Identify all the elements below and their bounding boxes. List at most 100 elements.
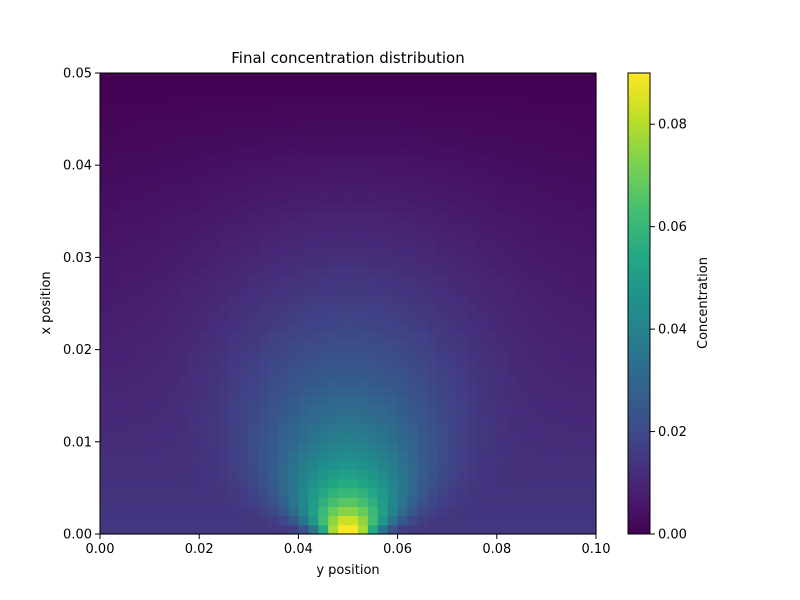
heatmap-cell bbox=[387, 478, 399, 489]
heatmap-cell bbox=[238, 506, 250, 517]
plot-frame bbox=[99, 72, 597, 535]
heatmap-cell bbox=[348, 165, 359, 176]
heatmap-cell bbox=[516, 515, 528, 526]
heatmap-cell bbox=[169, 395, 180, 406]
heatmap-cell bbox=[288, 155, 299, 166]
heatmap-cell bbox=[586, 82, 597, 93]
heatmap-cell bbox=[486, 423, 498, 434]
heatmap-cell bbox=[536, 441, 547, 452]
heatmap-cell bbox=[199, 478, 210, 489]
heatmap-cell bbox=[526, 100, 538, 111]
heatmap-cell bbox=[100, 174, 111, 185]
heatmap-cell bbox=[417, 478, 428, 489]
heatmap-cell bbox=[209, 257, 220, 268]
heatmap-cell bbox=[377, 487, 389, 498]
heatmap-cell bbox=[129, 303, 141, 314]
heatmap-cell bbox=[586, 497, 597, 507]
heatmap-cell bbox=[367, 303, 379, 314]
heatmap-cell bbox=[308, 155, 319, 166]
heatmap-cell bbox=[437, 109, 448, 120]
heatmap-cell bbox=[427, 229, 438, 240]
heatmap-cell bbox=[100, 377, 111, 388]
heatmap-cell bbox=[476, 109, 488, 120]
heatmap-cell bbox=[407, 321, 419, 332]
heatmap-cell bbox=[288, 515, 299, 526]
heatmap-cell bbox=[476, 377, 488, 388]
heatmap-cell bbox=[298, 220, 309, 231]
heatmap-cell bbox=[367, 128, 379, 139]
heatmap-cell bbox=[119, 358, 131, 369]
heatmap-cell bbox=[268, 257, 280, 268]
heatmap-cell bbox=[437, 137, 448, 148]
heatmap-cell bbox=[258, 469, 270, 480]
heatmap-cell bbox=[407, 202, 419, 212]
heatmap-cell bbox=[268, 368, 280, 378]
heatmap-cell bbox=[457, 349, 468, 360]
heatmap-cell bbox=[427, 91, 438, 102]
heatmap-cell bbox=[427, 211, 438, 222]
heatmap-cell bbox=[536, 266, 547, 277]
heatmap-cell bbox=[219, 377, 230, 388]
heatmap-cell bbox=[199, 137, 210, 148]
heatmap-cell bbox=[179, 404, 190, 415]
heatmap-cell bbox=[179, 414, 190, 424]
heatmap-cell bbox=[496, 192, 508, 203]
heatmap-cell bbox=[447, 404, 458, 415]
heatmap-cell bbox=[427, 248, 438, 258]
heatmap-cell bbox=[189, 441, 200, 452]
heatmap-cell bbox=[159, 73, 171, 83]
heatmap-cell bbox=[248, 229, 260, 240]
heatmap-cell bbox=[457, 321, 468, 332]
heatmap-cell bbox=[357, 404, 369, 415]
heatmap-cell bbox=[357, 238, 369, 249]
heatmap-cell bbox=[159, 441, 171, 452]
heatmap-cell bbox=[367, 312, 379, 323]
heatmap-cell bbox=[258, 165, 270, 176]
heatmap-cell bbox=[298, 460, 309, 471]
heatmap-cell bbox=[308, 285, 319, 295]
heatmap-cell bbox=[129, 386, 141, 397]
heatmap-cell bbox=[219, 340, 230, 351]
heatmap-cell bbox=[496, 91, 508, 102]
heatmap-cell bbox=[407, 441, 419, 452]
y-tick-label: 0.03 bbox=[63, 251, 92, 266]
heatmap-cell bbox=[129, 312, 141, 323]
heatmap-cell bbox=[377, 146, 389, 157]
heatmap-cell bbox=[447, 128, 458, 139]
heatmap-cell bbox=[238, 146, 250, 157]
heatmap-cell bbox=[377, 423, 389, 434]
heatmap-cell bbox=[486, 192, 498, 203]
heatmap-cell bbox=[209, 275, 220, 286]
heatmap-cell bbox=[298, 128, 309, 139]
heatmap-cell bbox=[139, 303, 151, 314]
heatmap-cell bbox=[576, 183, 587, 194]
heatmap-cell bbox=[486, 146, 498, 157]
heatmap-cell bbox=[199, 506, 210, 517]
heatmap-cell bbox=[228, 524, 240, 535]
heatmap-cell bbox=[149, 91, 161, 102]
heatmap-cell bbox=[278, 73, 290, 83]
heatmap-cell bbox=[298, 100, 309, 111]
heatmap-cell bbox=[486, 257, 498, 268]
heatmap-cell bbox=[377, 266, 389, 277]
heatmap-cell bbox=[437, 487, 448, 498]
heatmap-cell bbox=[586, 368, 597, 378]
heatmap-cell bbox=[318, 377, 329, 388]
heatmap-cell bbox=[189, 137, 200, 148]
heatmap-cell bbox=[139, 386, 151, 397]
heatmap-cell bbox=[566, 386, 577, 397]
heatmap-cell bbox=[209, 331, 220, 341]
heatmap-cell bbox=[387, 109, 399, 120]
colorbar-tick-label: 0.08 bbox=[658, 118, 687, 133]
heatmap-cell bbox=[576, 257, 587, 268]
heatmap-cell bbox=[546, 174, 557, 185]
heatmap-cell bbox=[407, 331, 419, 341]
heatmap-cell bbox=[189, 432, 200, 443]
colorbar-tick-label: 0.06 bbox=[658, 220, 687, 235]
heatmap-cell bbox=[506, 294, 518, 305]
heatmap-cell bbox=[417, 119, 428, 129]
heatmap-cell bbox=[536, 349, 547, 360]
heatmap-cell bbox=[397, 257, 409, 268]
heatmap-cell bbox=[437, 395, 448, 406]
heatmap-cell bbox=[377, 275, 389, 286]
